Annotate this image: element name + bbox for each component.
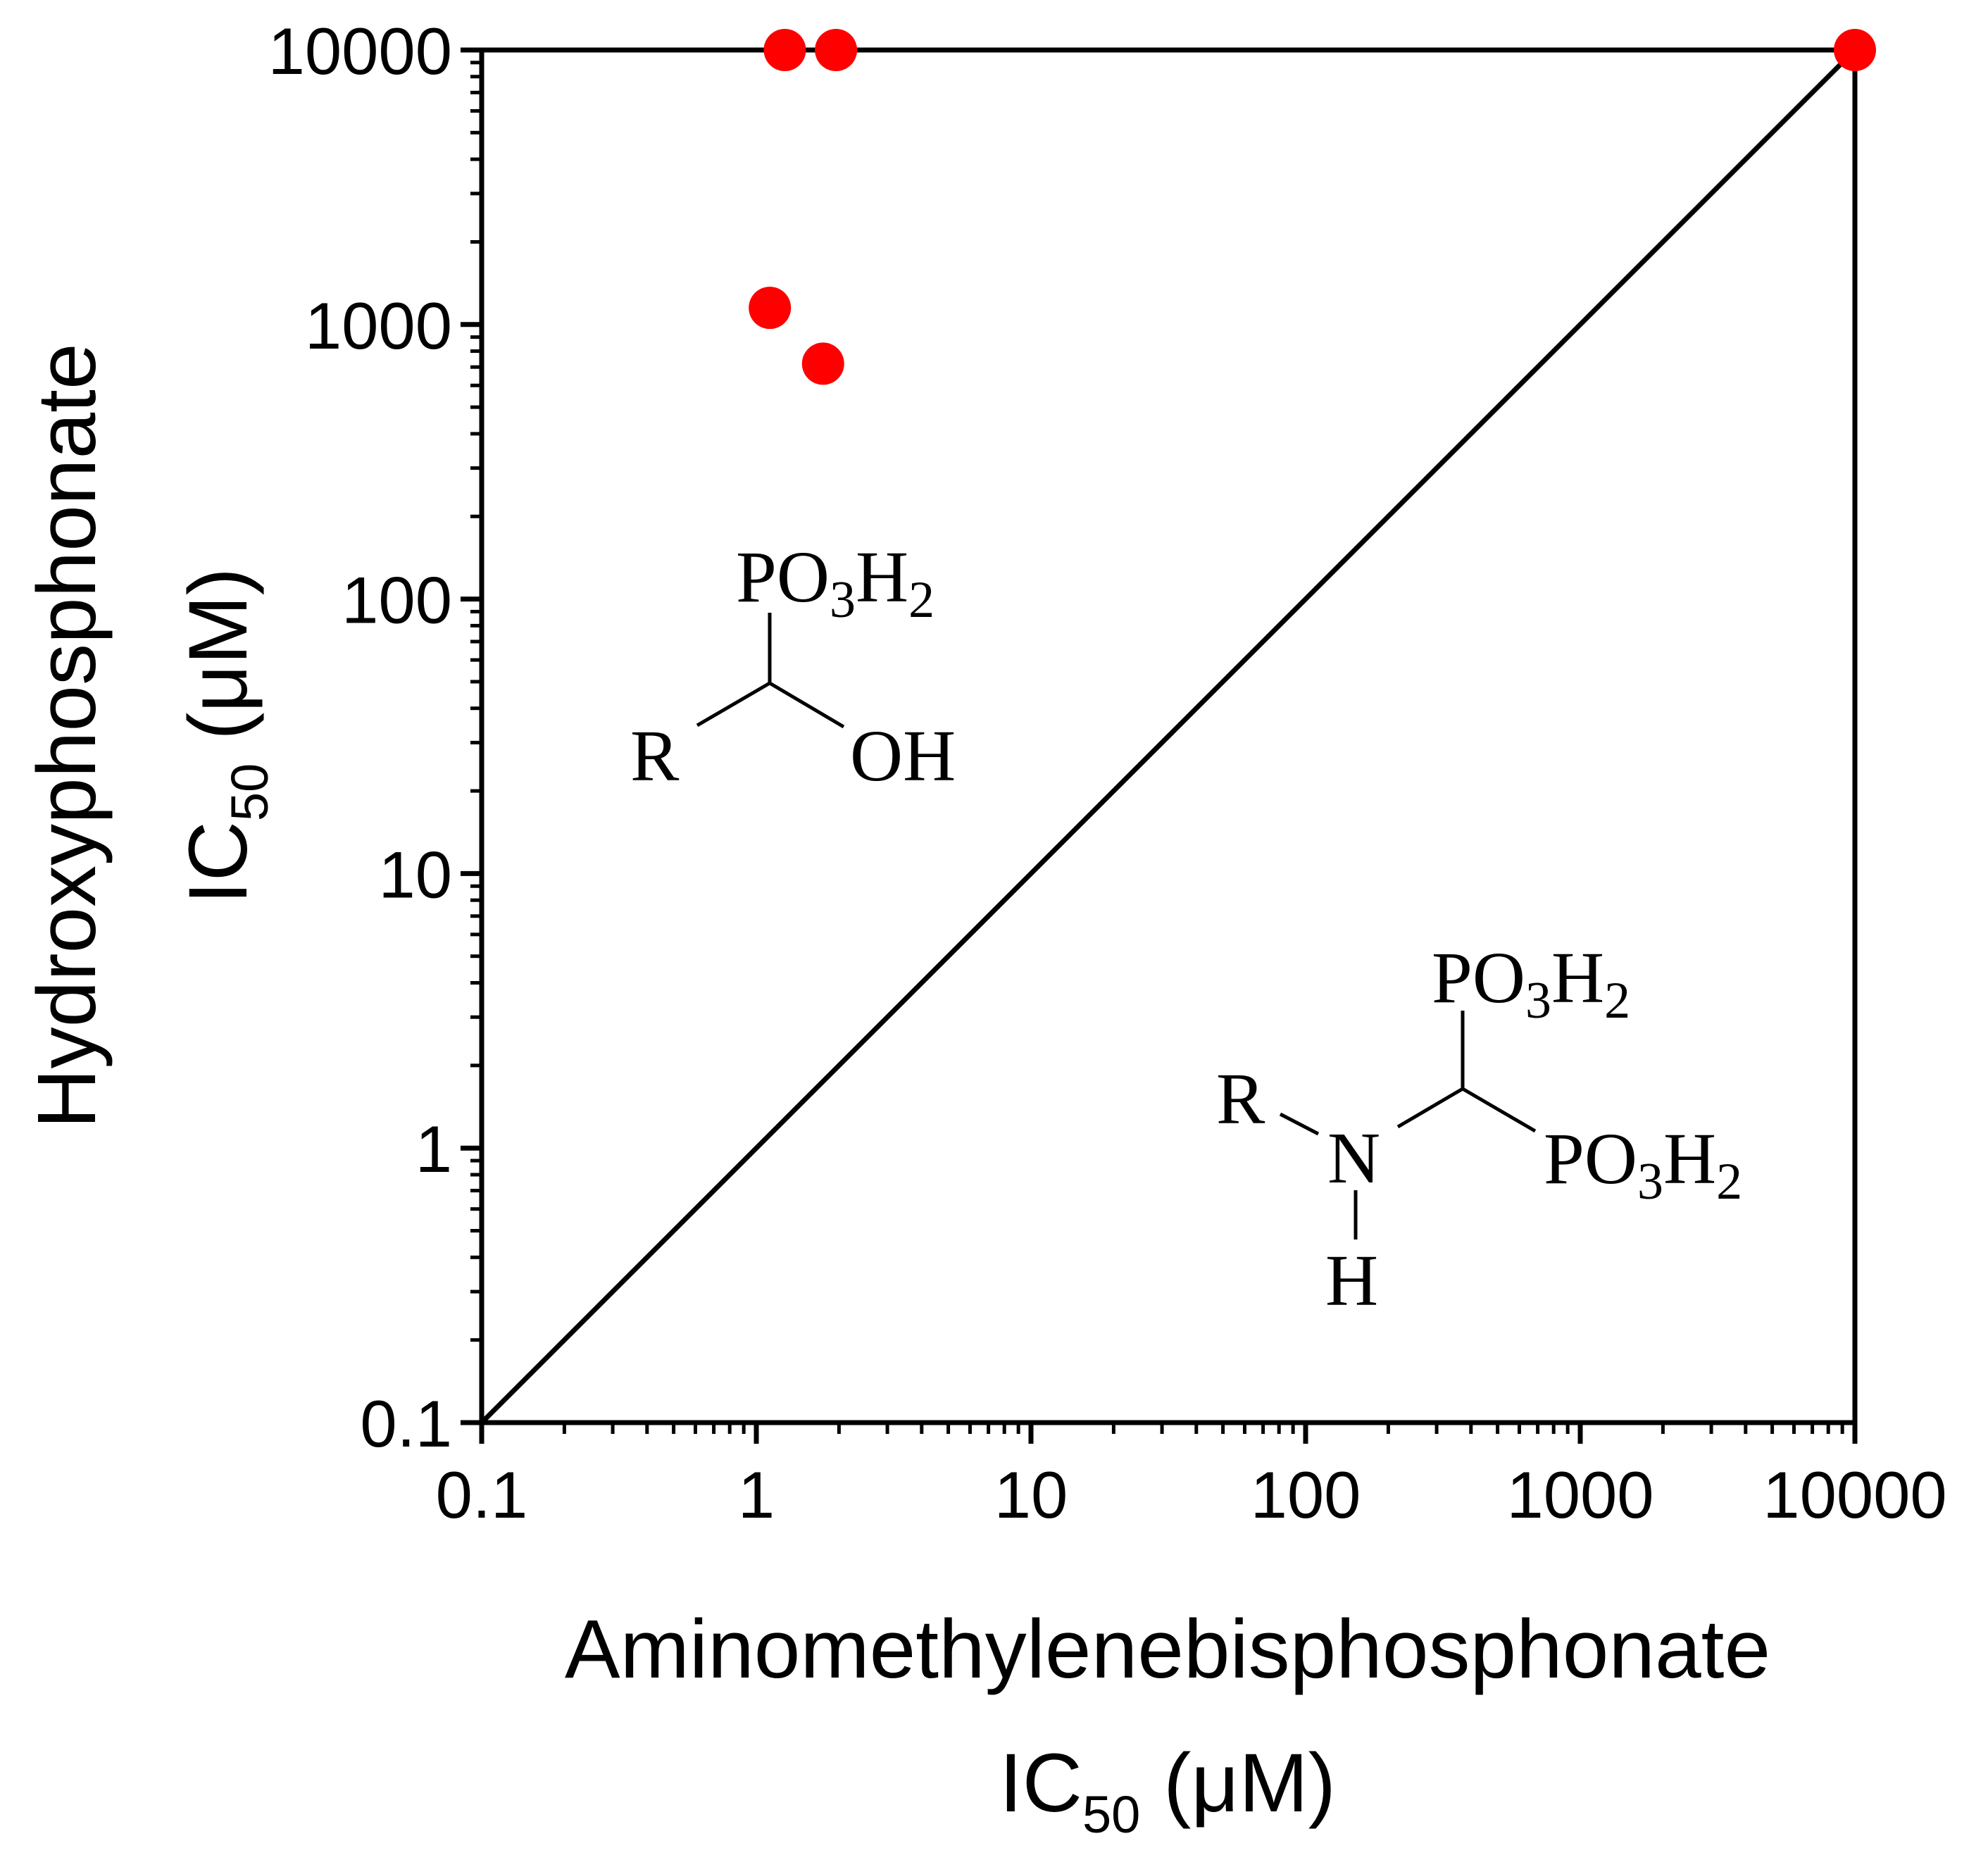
x-axis-ic: IC <box>999 1737 1082 1830</box>
amino-po-top-sub: 3 <box>1525 972 1551 1030</box>
x-axis-unit: (μM) <box>1140 1737 1336 1830</box>
x-tick-label: 1000 <box>1506 1458 1653 1532</box>
y-axis-ic-subscript: 50 <box>220 763 279 821</box>
amino-n-label: N <box>1327 1118 1380 1199</box>
amino-bond-p-right <box>1461 1087 1537 1133</box>
amino-h-top-sub: 2 <box>1604 972 1630 1030</box>
amino-po-top: PO <box>1432 937 1525 1018</box>
x-axis-ic-subscript: 50 <box>1082 1785 1140 1844</box>
y-axis-ic: IC <box>172 821 265 904</box>
x-axis-title: Aminomethylenebisphosphonate IC50 (μM) <box>565 1603 1770 1844</box>
hydroxy-po3h2-label: PO3H2 <box>736 537 934 629</box>
x-tick-label: 100 <box>1251 1458 1361 1532</box>
hydroxy-oh-label: OH <box>850 716 956 797</box>
identity-reference-line <box>480 48 1857 1425</box>
data-point <box>749 287 792 330</box>
amino-bond-n <box>1396 1087 1464 1129</box>
y-tick-label: 1000 <box>305 289 452 363</box>
amino-po3h2-top-label: PO3H2 <box>1432 937 1630 1030</box>
hydroxy-h-sub: 2 <box>908 571 934 629</box>
data-point <box>801 342 844 385</box>
y-axis-title-line1: Hydroxyphosphonate <box>20 343 113 1128</box>
y-axis-unit: (μM) <box>172 568 265 763</box>
y-axis-title-line2: IC50 (μM) <box>172 568 279 904</box>
data-point <box>1834 29 1876 71</box>
aminobisphosphonate-structure: PO3H2 R N H PO3H2 <box>1216 937 1742 1321</box>
data-points <box>749 29 1876 385</box>
hydroxy-po-sub: 3 <box>830 571 856 629</box>
amino-bond-r <box>1279 1112 1320 1136</box>
y-tick-label: 0.1 <box>360 1387 452 1461</box>
y-tick-label: 10000 <box>268 14 452 88</box>
x-tick-label: 10000 <box>1763 1458 1946 1532</box>
amino-h-top: H <box>1551 937 1604 1018</box>
amino-po-right-sub: 3 <box>1637 1153 1663 1211</box>
x-axis-title-line2: IC50 (μM) <box>999 1737 1336 1844</box>
hydroxy-bond-r <box>696 681 771 728</box>
x-axis-ticks: 0.1 1 10 100 1000 10000 <box>436 1423 1947 1532</box>
hydroxy-po: PO <box>736 537 830 618</box>
hydroxy-bond-oh <box>768 681 845 729</box>
amino-r-label: R <box>1216 1059 1265 1139</box>
amino-h-right: H <box>1663 1118 1716 1199</box>
hydroxy-r-label: R <box>630 716 680 797</box>
y-tick-label: 10 <box>378 837 452 911</box>
hydroxy-h: H <box>856 537 908 618</box>
amino-po-right: PO <box>1544 1118 1637 1199</box>
x-tick-label: 0.1 <box>436 1458 528 1532</box>
plot-frame <box>479 47 1858 1425</box>
y-axis-title: Hydroxyphosphonate IC50 (μM) <box>20 343 279 1128</box>
y-tick-label: 1 <box>415 1112 452 1186</box>
data-point <box>763 29 806 71</box>
x-axis-title-line1: Aminomethylenebisphosphonate <box>565 1603 1770 1696</box>
y-axis-ticks: 0.1 1 10 100 1000 10000 <box>268 14 482 1461</box>
amino-h-right-sub: 2 <box>1716 1153 1742 1211</box>
hydroxyphosphonate-structure: PO3H2 R OH <box>630 537 956 797</box>
x-tick-label: 1 <box>738 1458 775 1532</box>
y-tick-label: 100 <box>342 563 452 637</box>
amino-po3h2-right-label: PO3H2 <box>1544 1118 1742 1211</box>
data-point <box>815 29 858 71</box>
amino-h-label: H <box>1325 1240 1378 1321</box>
x-tick-label: 10 <box>994 1458 1068 1532</box>
